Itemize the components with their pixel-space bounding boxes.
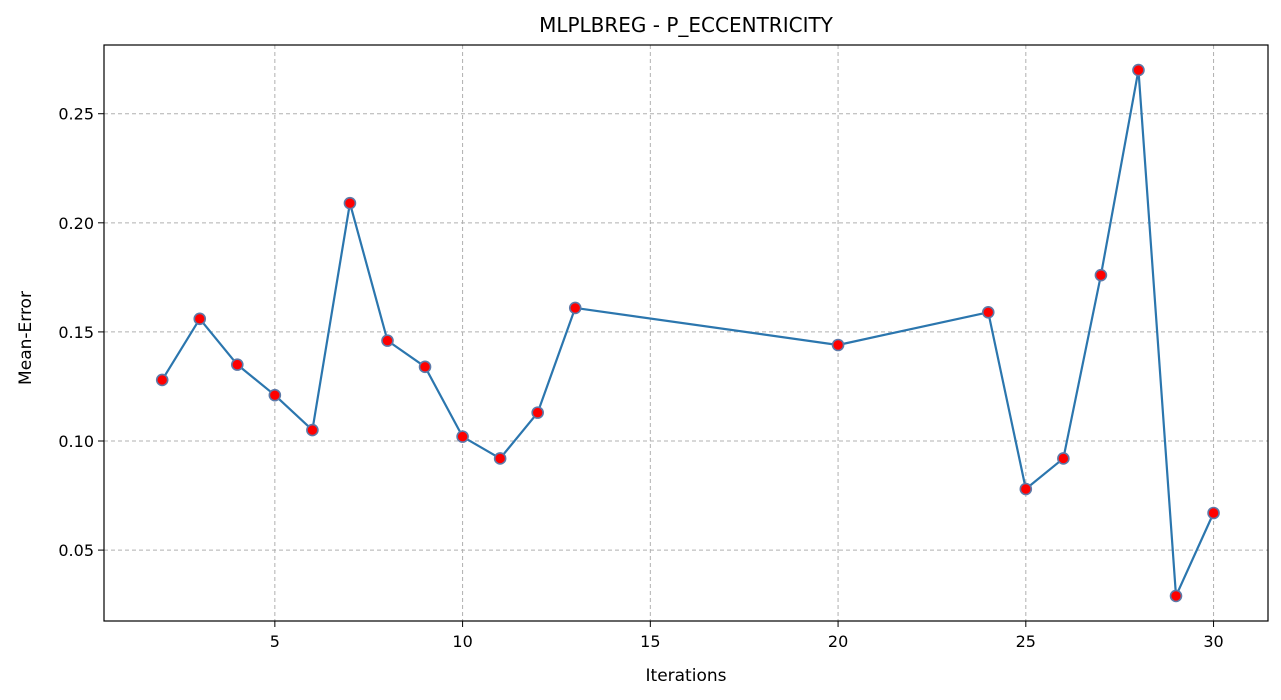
data-point [831,338,845,352]
y-tick-label: 0.20 [58,214,94,233]
x-tick-label: 30 [1203,632,1223,651]
x-tick-label: 15 [640,632,660,651]
series-line [161,68,1215,598]
data-point [343,196,357,210]
series-layer [155,63,1220,603]
data-point [1132,63,1145,77]
data-point [493,452,507,465]
grid-lines [104,45,1268,621]
data-point [456,430,469,443]
data-point [268,388,282,402]
data-point [1057,452,1070,465]
data-point [1207,506,1220,520]
data-point [1094,268,1108,282]
x-tick-label: 10 [452,632,472,651]
data-point [568,301,582,315]
data-point [981,305,995,319]
y-axis-label: Mean-Error [16,291,36,385]
x-tick-label: 25 [1016,632,1036,651]
ticks: 5 10 15 20 25 30 0.05 0.10 0.15 0.20 0.25 [58,105,1223,651]
data-point [381,334,394,347]
data-point [531,406,544,419]
x-axis-label: Iterations [646,666,727,686]
plot-frame [103,44,1269,622]
data-point [306,423,319,437]
y-tick-label: 0.10 [58,432,94,451]
data-point [1169,589,1183,603]
data-point [155,373,169,387]
data-point [193,312,207,326]
y-tick-label: 0.15 [58,323,94,342]
x-tick-label: 20 [828,632,848,651]
data-point [230,358,244,371]
y-tick-label: 0.25 [58,105,94,124]
chart-title: MLPLBREG - P_ECCENTRICITY [539,13,834,37]
x-tick-label: 5 [270,632,280,651]
data-point [1019,482,1033,496]
data-point [418,360,432,374]
y-tick-label: 0.05 [58,541,94,560]
